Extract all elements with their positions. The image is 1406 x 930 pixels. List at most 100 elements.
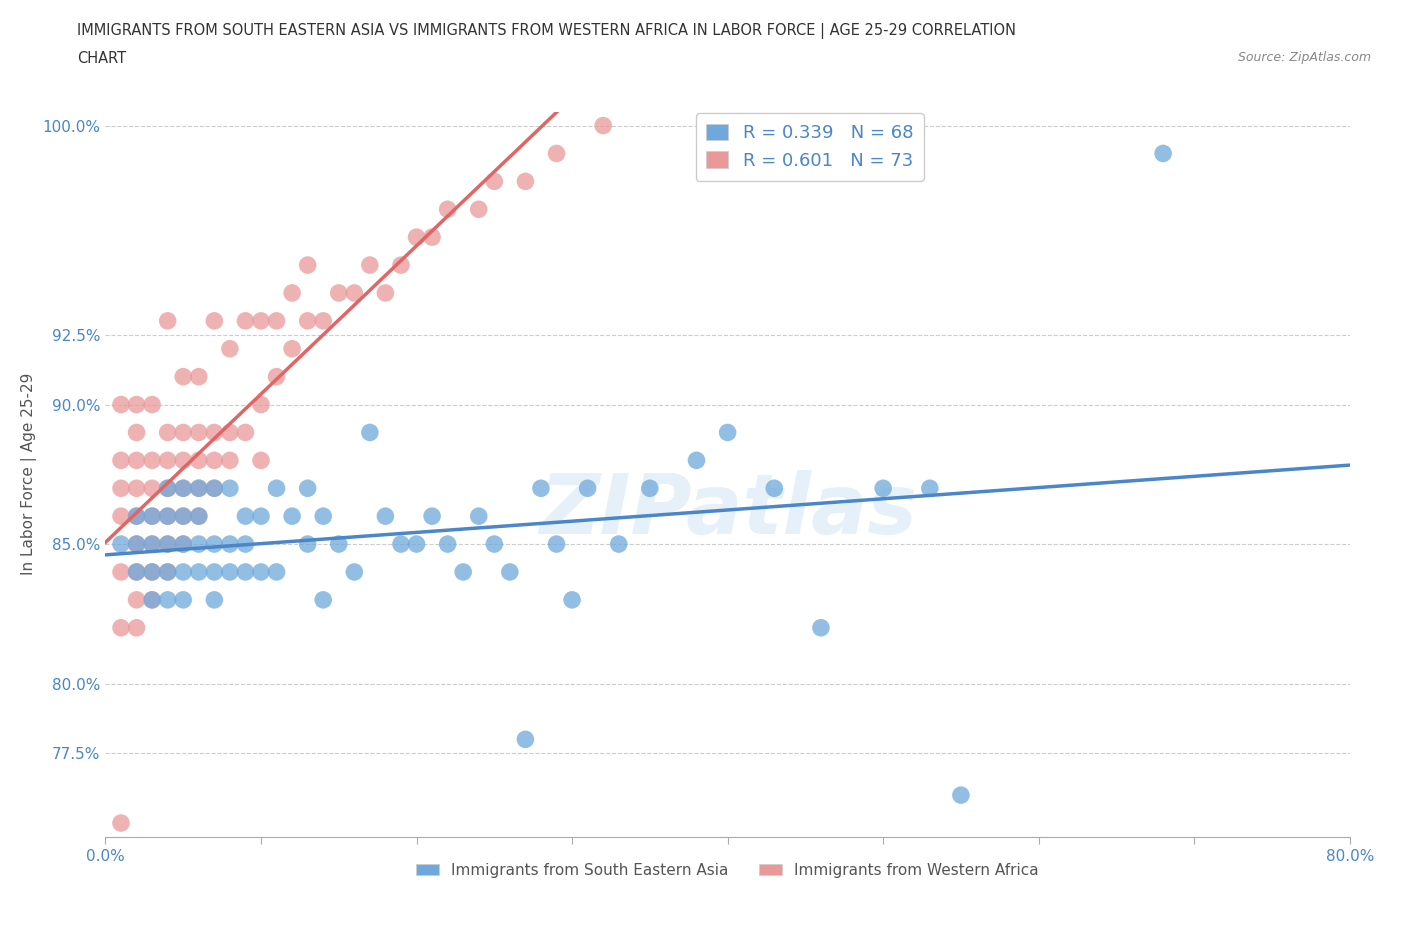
- Point: [607, 537, 630, 551]
- Point: [218, 481, 242, 496]
- Point: [638, 481, 661, 496]
- Point: [235, 313, 257, 328]
- Point: [1152, 146, 1174, 161]
- Point: [156, 537, 179, 551]
- Point: [110, 816, 132, 830]
- Point: [172, 453, 194, 468]
- Point: [141, 537, 163, 551]
- Point: [202, 481, 225, 496]
- Point: [125, 565, 148, 579]
- Point: [110, 620, 132, 635]
- Text: Source: ZipAtlas.com: Source: ZipAtlas.com: [1237, 51, 1371, 64]
- Point: [250, 313, 273, 328]
- Point: [141, 592, 163, 607]
- Point: [141, 565, 163, 579]
- Point: [202, 453, 225, 468]
- Point: [187, 537, 209, 551]
- Point: [949, 788, 972, 803]
- Point: [141, 509, 163, 524]
- Point: [125, 592, 148, 607]
- Point: [110, 453, 132, 468]
- Point: [297, 258, 319, 272]
- Point: [515, 732, 537, 747]
- Point: [172, 425, 194, 440]
- Point: [266, 565, 288, 579]
- Point: [218, 425, 242, 440]
- Point: [359, 258, 381, 272]
- Point: [467, 202, 489, 217]
- Point: [312, 509, 335, 524]
- Point: [141, 453, 163, 468]
- Point: [187, 481, 209, 496]
- Point: [436, 202, 458, 217]
- Point: [343, 286, 366, 300]
- Point: [218, 537, 242, 551]
- Point: [172, 592, 194, 607]
- Point: [125, 537, 148, 551]
- Point: [110, 565, 132, 579]
- Point: [187, 509, 209, 524]
- Point: [312, 592, 335, 607]
- Point: [110, 481, 132, 496]
- Point: [235, 565, 257, 579]
- Point: [872, 481, 894, 496]
- Point: [156, 565, 179, 579]
- Point: [405, 230, 427, 245]
- Point: [266, 369, 288, 384]
- Point: [110, 509, 132, 524]
- Point: [172, 481, 194, 496]
- Point: [250, 397, 273, 412]
- Point: [297, 537, 319, 551]
- Point: [202, 565, 225, 579]
- Point: [156, 425, 179, 440]
- Point: [389, 537, 412, 551]
- Point: [187, 425, 209, 440]
- Point: [125, 453, 148, 468]
- Point: [172, 481, 194, 496]
- Point: [281, 286, 304, 300]
- Point: [202, 425, 225, 440]
- Point: [218, 341, 242, 356]
- Point: [250, 565, 273, 579]
- Point: [592, 118, 614, 133]
- Point: [156, 481, 179, 496]
- Point: [235, 537, 257, 551]
- Point: [187, 509, 209, 524]
- Point: [125, 509, 148, 524]
- Point: [359, 425, 381, 440]
- Point: [156, 509, 179, 524]
- Point: [141, 565, 163, 579]
- Point: [685, 453, 707, 468]
- Point: [218, 453, 242, 468]
- Point: [312, 313, 335, 328]
- Point: [546, 146, 568, 161]
- Point: [266, 481, 288, 496]
- Point: [125, 481, 148, 496]
- Point: [110, 397, 132, 412]
- Point: [436, 537, 458, 551]
- Point: [141, 537, 163, 551]
- Point: [125, 565, 148, 579]
- Point: [172, 537, 194, 551]
- Point: [420, 509, 443, 524]
- Point: [515, 174, 537, 189]
- Point: [156, 509, 179, 524]
- Point: [328, 537, 350, 551]
- Point: [281, 341, 304, 356]
- Text: IMMIGRANTS FROM SOUTH EASTERN ASIA VS IMMIGRANTS FROM WESTERN AFRICA IN LABOR FO: IMMIGRANTS FROM SOUTH EASTERN ASIA VS IM…: [77, 23, 1017, 39]
- Point: [576, 481, 599, 496]
- Point: [420, 230, 443, 245]
- Point: [110, 537, 132, 551]
- Point: [172, 369, 194, 384]
- Point: [235, 509, 257, 524]
- Point: [451, 565, 474, 579]
- Y-axis label: In Labor Force | Age 25-29: In Labor Force | Age 25-29: [21, 373, 37, 576]
- Legend: Immigrants from South Eastern Asia, Immigrants from Western Africa: Immigrants from South Eastern Asia, Immi…: [411, 857, 1045, 884]
- Point: [125, 425, 148, 440]
- Point: [141, 592, 163, 607]
- Point: [187, 565, 209, 579]
- Point: [374, 509, 396, 524]
- Point: [250, 453, 273, 468]
- Point: [281, 509, 304, 524]
- Point: [141, 397, 163, 412]
